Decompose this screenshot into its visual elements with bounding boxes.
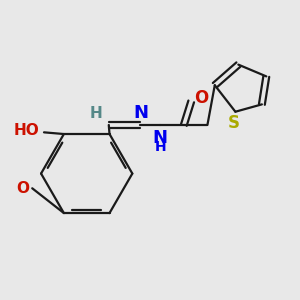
Text: HO: HO [14, 123, 40, 138]
Text: N: N [153, 129, 168, 147]
Text: H: H [89, 106, 102, 121]
Text: N: N [134, 104, 149, 122]
Text: O: O [194, 89, 209, 107]
Text: H: H [154, 140, 166, 154]
Text: O: O [16, 181, 29, 196]
Text: S: S [228, 115, 240, 133]
